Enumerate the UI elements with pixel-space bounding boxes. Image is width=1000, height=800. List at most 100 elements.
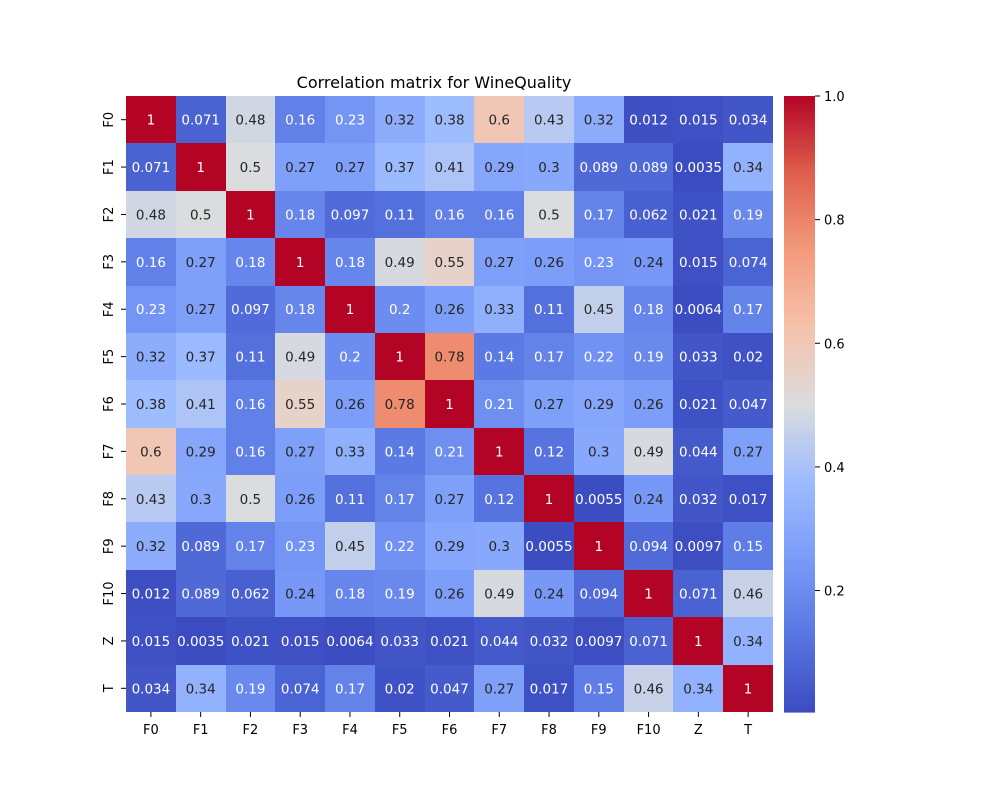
heatmap-cell (325, 475, 375, 522)
cell-value-label: 0.17 (335, 681, 365, 697)
cell-value-label: 0.27 (186, 302, 216, 318)
cell-value-label: 0.015 (679, 255, 718, 271)
cell-value-label: 0.02 (385, 681, 415, 697)
cell-value-label: 0.16 (136, 255, 166, 271)
heatmap-cell (624, 238, 673, 286)
colorbar-segment (784, 388, 815, 394)
cell-value-label: 0.02 (733, 350, 763, 366)
cell-value-label: 0.18 (235, 255, 265, 271)
heatmap-cell (474, 96, 524, 143)
y-tick-label: Z (102, 636, 117, 645)
cell-value-label: 0.19 (235, 681, 265, 697)
cell-value-label: 0.5 (190, 208, 211, 224)
heatmap-cell (275, 475, 325, 522)
heatmap-cell (673, 522, 723, 570)
heatmap-cell (524, 617, 574, 665)
x-tick-label: F1 (193, 723, 209, 738)
colorbar-segment (784, 207, 815, 213)
cell-value-label: 0.26 (434, 587, 464, 603)
colorbar-segment (784, 438, 815, 444)
colorbar-segment (784, 527, 815, 532)
cell-value-label: 0.26 (534, 255, 564, 271)
heatmap-cell (226, 380, 275, 428)
heatmap-cell (474, 617, 524, 665)
y-tick-label: F4 (102, 301, 117, 317)
cell-value-label: 0.0097 (575, 634, 622, 650)
cell-value-label: 0.27 (434, 492, 464, 508)
heatmap-cell (425, 191, 474, 238)
cell-value-label: 0.33 (484, 302, 514, 318)
colorbar-segment (784, 223, 815, 228)
heatmap-cell (425, 617, 474, 665)
heatmap-cell (226, 191, 275, 238)
heatmap-cell (673, 143, 723, 191)
heatmap-cell (126, 286, 176, 333)
heatmap-cell (624, 143, 673, 191)
cell-value-label: 0.11 (235, 350, 265, 366)
heatmap-cell (673, 570, 723, 617)
colorbar-segment (784, 704, 815, 709)
cell-value-label: 0.17 (235, 539, 265, 555)
heatmap-cell (425, 238, 474, 286)
colorbar-segment (784, 538, 815, 544)
heatmap-cell (325, 380, 375, 428)
cell-value-label: 0.27 (186, 255, 216, 271)
colorbar-segment (784, 276, 815, 282)
colorbar-segment (784, 311, 815, 317)
heatmap-cell (624, 617, 673, 665)
colorbar-segment (784, 280, 815, 286)
cell-value-label: 0.48 (235, 113, 265, 129)
colorbar-segment (784, 635, 815, 640)
colorbar-segment (784, 338, 815, 343)
heatmap-cell (425, 286, 474, 333)
cell-value-label: 0.37 (186, 350, 216, 366)
cell-value-label: 0.48 (136, 208, 166, 224)
cell-value-label: 0.034 (729, 113, 768, 129)
heatmap-cell (375, 570, 425, 617)
cell-value-label: 0.021 (679, 208, 718, 224)
colorbar-segment (784, 192, 815, 197)
cell-value-label: 0.49 (634, 444, 664, 460)
heatmap-cell (474, 522, 524, 570)
cell-value-label: 0.5 (538, 208, 559, 224)
cell-value-label: 0.23 (285, 539, 315, 555)
heatmap-cell (126, 380, 176, 428)
colorbar-segment (784, 442, 815, 447)
colorbar-segment (784, 504, 815, 509)
colorbar-segment (784, 296, 815, 301)
cell-value-label: 0.26 (634, 397, 664, 413)
heatmap-cell (574, 191, 624, 238)
colorbar-segment (784, 673, 815, 678)
cell-value-label: 0.089 (181, 539, 220, 555)
colorbar-segment (784, 184, 815, 189)
colorbar-segment (784, 488, 815, 494)
cell-value-label: 0.18 (335, 587, 365, 603)
colorbar-tick-label: 0.2 (824, 585, 845, 600)
colorbar-segment (784, 685, 815, 690)
cell-value-label: 0.46 (634, 681, 664, 697)
colorbar-tick-label: 0.6 (824, 337, 845, 352)
colorbar-segment (784, 219, 815, 224)
heatmap-cell (474, 238, 524, 286)
colorbar-segment (784, 550, 815, 555)
colorbar-segment (784, 515, 815, 521)
heatmap-cell (574, 333, 624, 380)
colorbar-segment (784, 569, 815, 574)
heatmap-cell (673, 428, 723, 475)
cell-value-label: 0.27 (285, 444, 315, 460)
cell-value-label: 0.062 (231, 587, 270, 603)
cell-value-label: 0.27 (484, 255, 514, 271)
colorbar-segment (784, 169, 815, 174)
x-tick-label: F10 (637, 723, 661, 738)
heatmap-cell (673, 333, 723, 380)
colorbar-segment (784, 107, 815, 112)
cell-value-label: 0.26 (434, 302, 464, 318)
heatmap-cell (524, 665, 574, 712)
cell-value-label: 0.6 (489, 113, 510, 129)
cell-value-label: 0.43 (136, 492, 166, 508)
y-tick-label: F10 (102, 581, 117, 605)
heatmap-cell (474, 143, 524, 191)
colorbar-segment (784, 534, 815, 540)
heatmap-cell (176, 665, 226, 712)
heatmap-cell (275, 143, 325, 191)
